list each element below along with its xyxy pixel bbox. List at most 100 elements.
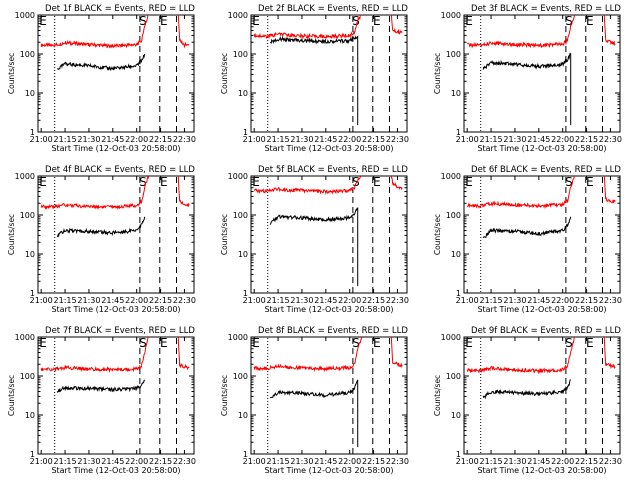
marker-label: E	[39, 14, 47, 28]
x-tick-label: 21:15	[54, 135, 77, 144]
plot-frame	[250, 175, 408, 294]
marker-label: E	[465, 175, 473, 189]
x-axis-label: Start Time (12-Oct-03 20:58:00)	[477, 144, 606, 153]
y-tick-label: 1000	[228, 172, 248, 181]
y-axis-label: Counts/sec	[220, 53, 229, 94]
marker-label: E	[586, 14, 594, 28]
marker-label: E	[252, 336, 260, 350]
lld-series-line	[253, 15, 403, 40]
panel-title: Det 8f BLACK = Events, RED = LLD	[258, 326, 408, 336]
x-tick-label: 21:45	[527, 135, 550, 144]
panel-title: Det 2f BLACK = Events, RED = LLD	[258, 4, 408, 14]
panel-title: Det 9f BLACK = Events, RED = LLD	[471, 326, 621, 336]
x-axis-label: Start Time (12-Oct-03 20:58:00)	[264, 144, 393, 153]
y-tick-label: 1	[243, 128, 248, 137]
marker-label: E	[586, 175, 594, 189]
x-tick-label: 22:30	[173, 296, 196, 305]
panel-title: Det 3f BLACK = Events, RED = LLD	[471, 4, 621, 14]
x-tick-label: 21:00	[243, 296, 266, 305]
x-tick-label: 21:45	[314, 296, 337, 305]
x-tick-label: 21:45	[527, 457, 550, 466]
x-tick-label: 22:30	[173, 457, 196, 466]
lld-series-line	[467, 15, 616, 49]
y-tick-label: 1000	[441, 333, 461, 342]
x-tick-label: 22:15	[149, 296, 172, 305]
marker-label: E	[160, 175, 168, 189]
x-tick-label: 22:15	[362, 296, 385, 305]
x-tick-label: 21:30	[77, 457, 100, 466]
marker-label: S	[352, 175, 360, 189]
events-series-line	[270, 35, 359, 126]
x-tick-label: 22:30	[599, 296, 622, 305]
y-axis-label: Counts/sec	[7, 53, 16, 94]
x-axis-label: Start Time (12-Oct-03 20:58:00)	[264, 305, 393, 314]
y-axis-label: Counts/sec	[433, 375, 442, 416]
plot-frame	[250, 336, 408, 455]
x-tick-label: 22:30	[386, 296, 409, 305]
x-axis-label: Start Time (12-Oct-03 20:58:00)	[51, 144, 180, 153]
x-tick-label: 22:00	[125, 135, 148, 144]
plot-frame	[463, 175, 621, 294]
marker-label: S	[565, 14, 573, 28]
y-tick-label: 10	[238, 89, 248, 98]
y-tick-label: 10	[25, 89, 35, 98]
panel-8: 21:00 21:15 21:30 21:45 22:00 22:15 22:30 1 10 10…	[220, 326, 409, 475]
x-tick-label: 22:00	[551, 296, 574, 305]
events-series-line	[482, 379, 571, 400]
marker-label: E	[373, 336, 381, 350]
marker-label: E	[373, 175, 381, 189]
x-tick-label: 21:45	[101, 296, 124, 305]
y-tick-label: 1	[243, 289, 248, 298]
x-tick-label: 21:00	[456, 296, 479, 305]
panel-7: 21:00 21:15 21:30 21:45 22:00 22:15 22:30 1 10 10…	[7, 326, 196, 475]
x-tick-label: 22:30	[386, 135, 409, 144]
y-axis-label: Counts/sec	[433, 53, 442, 94]
x-tick-label: 22:30	[599, 457, 622, 466]
y-tick-label: 1	[30, 289, 35, 298]
x-tick-label: 22:00	[551, 135, 574, 144]
y-tick-label: 1000	[228, 11, 248, 20]
marker-label: S	[565, 175, 573, 189]
marker-label: E	[373, 14, 381, 28]
x-tick-label: 22:00	[338, 457, 361, 466]
y-tick-label: 100	[446, 211, 461, 220]
marker-label: S	[139, 336, 147, 350]
plot-frame	[37, 14, 195, 133]
panel-1: 21:00 21:15 21:30 21:45 22:00 22:15 22:30 1 10 10…	[7, 4, 196, 153]
plot-frame	[250, 14, 408, 133]
x-tick-label: 21:00	[456, 457, 479, 466]
marker-label: E	[39, 175, 47, 189]
y-axis-label: Counts/sec	[433, 214, 442, 255]
lld-series-line	[253, 176, 403, 195]
y-tick-label: 1	[456, 450, 461, 459]
marker-label: E	[465, 336, 473, 350]
plot-frame	[37, 336, 195, 455]
y-tick-label: 100	[20, 372, 35, 381]
y-tick-label: 1000	[228, 333, 248, 342]
y-tick-label: 1000	[15, 172, 35, 181]
y-tick-label: 10	[451, 89, 461, 98]
y-tick-label: 1	[456, 128, 461, 137]
panel-6: 21:00 21:15 21:30 21:45 22:00 22:15 22:30 1 10 10…	[433, 165, 622, 314]
marker-label: E	[160, 336, 168, 350]
panel-title: Det 5f BLACK = Events, RED = LLD	[258, 165, 408, 175]
panel-2: 21:00 21:15 21:30 21:45 22:00 22:15 22:30 1 10 10…	[220, 4, 409, 153]
x-tick-label: 21:30	[503, 296, 526, 305]
marker-label: S	[352, 336, 360, 350]
y-axis-label: Counts/sec	[220, 214, 229, 255]
x-tick-label: 21:45	[101, 457, 124, 466]
y-tick-label: 10	[238, 411, 248, 420]
x-axis-label: Start Time (12-Oct-03 20:58:00)	[264, 466, 393, 475]
y-tick-label: 1	[456, 289, 461, 298]
events-series-line	[269, 379, 359, 448]
x-tick-label: 22:00	[551, 457, 574, 466]
x-tick-label: 21:15	[480, 457, 503, 466]
lld-series-line	[40, 15, 190, 49]
x-tick-label: 21:45	[527, 296, 550, 305]
plot-frame	[463, 14, 621, 133]
y-tick-label: 100	[233, 372, 248, 381]
x-tick-label: 22:15	[575, 135, 598, 144]
x-tick-label: 21:00	[456, 135, 479, 144]
x-tick-label: 22:15	[575, 296, 598, 305]
panel-title: Det 4f BLACK = Events, RED = LLD	[45, 165, 195, 175]
